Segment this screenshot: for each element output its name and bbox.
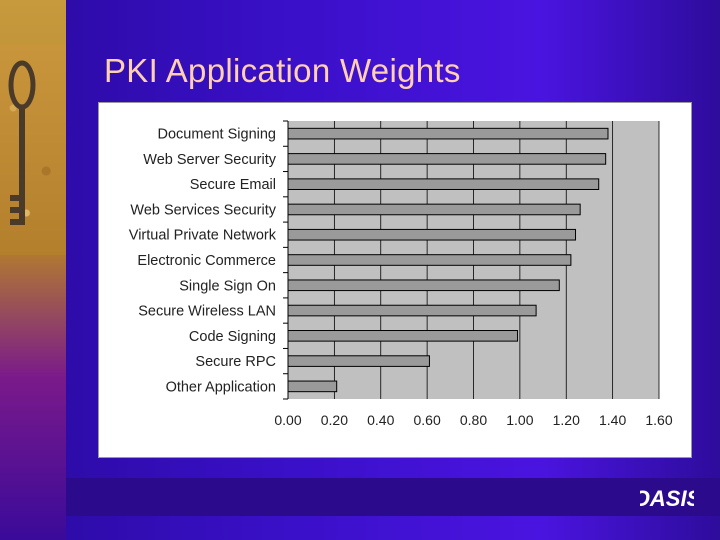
category-label: Single Sign On [179, 278, 276, 294]
oasis-logo: OASIS [633, 484, 702, 512]
bar [287, 127, 609, 140]
bar [287, 254, 572, 266]
x-tick-label: 0.40 [367, 412, 394, 428]
chart-frame: 0.00 0.20 0.40 0.60 0.80 1.00 1.20 1.40 1.60 Docu… [98, 102, 692, 458]
category-label: Other Application [166, 379, 276, 395]
category-label: Secure Email [190, 177, 276, 193]
antique-key-icon [8, 60, 36, 225]
x-tick-label: 1.00 [506, 412, 533, 428]
x-tick-label: 0.00 [274, 412, 301, 428]
x-tick-label: 1.40 [599, 412, 626, 428]
oasis-logo-icon: OASIS [633, 486, 702, 511]
bar [287, 355, 430, 367]
key-photo [0, 45, 66, 255]
bar [287, 279, 560, 292]
category-label: Secure Wireless LAN [138, 304, 276, 320]
bar [287, 228, 577, 241]
category-label: Electronic Commerce [137, 253, 276, 269]
category-label: Code Signing [189, 329, 276, 345]
logo-text: OASIS [640, 486, 694, 511]
bar [287, 178, 600, 190]
category-label: Secure RPC [195, 354, 276, 370]
slide-title: PKI Application Weights [104, 52, 461, 89]
x-tick-label: 1.20 [553, 412, 580, 428]
x-tick-label: 0.60 [414, 412, 441, 428]
x-tick-label: 1.60 [645, 412, 672, 428]
x-tick-label: 0.20 [321, 412, 348, 428]
category-label: Web Services Security [130, 202, 276, 218]
bar [287, 203, 581, 216]
category-label: Web Server Security [143, 152, 276, 168]
bar [287, 380, 338, 393]
x-tick-label: 0.80 [460, 412, 487, 428]
bar-chart: 0.00 0.20 0.40 0.60 0.80 1.00 1.20 1.40 1.60 Docu… [129, 120, 673, 428]
category-label: Document Signing [158, 127, 277, 143]
bar [287, 153, 607, 165]
footer-bar [66, 478, 720, 516]
bar [287, 330, 519, 342]
category-label: Virtual Private Network [129, 228, 277, 244]
bar [287, 304, 537, 317]
